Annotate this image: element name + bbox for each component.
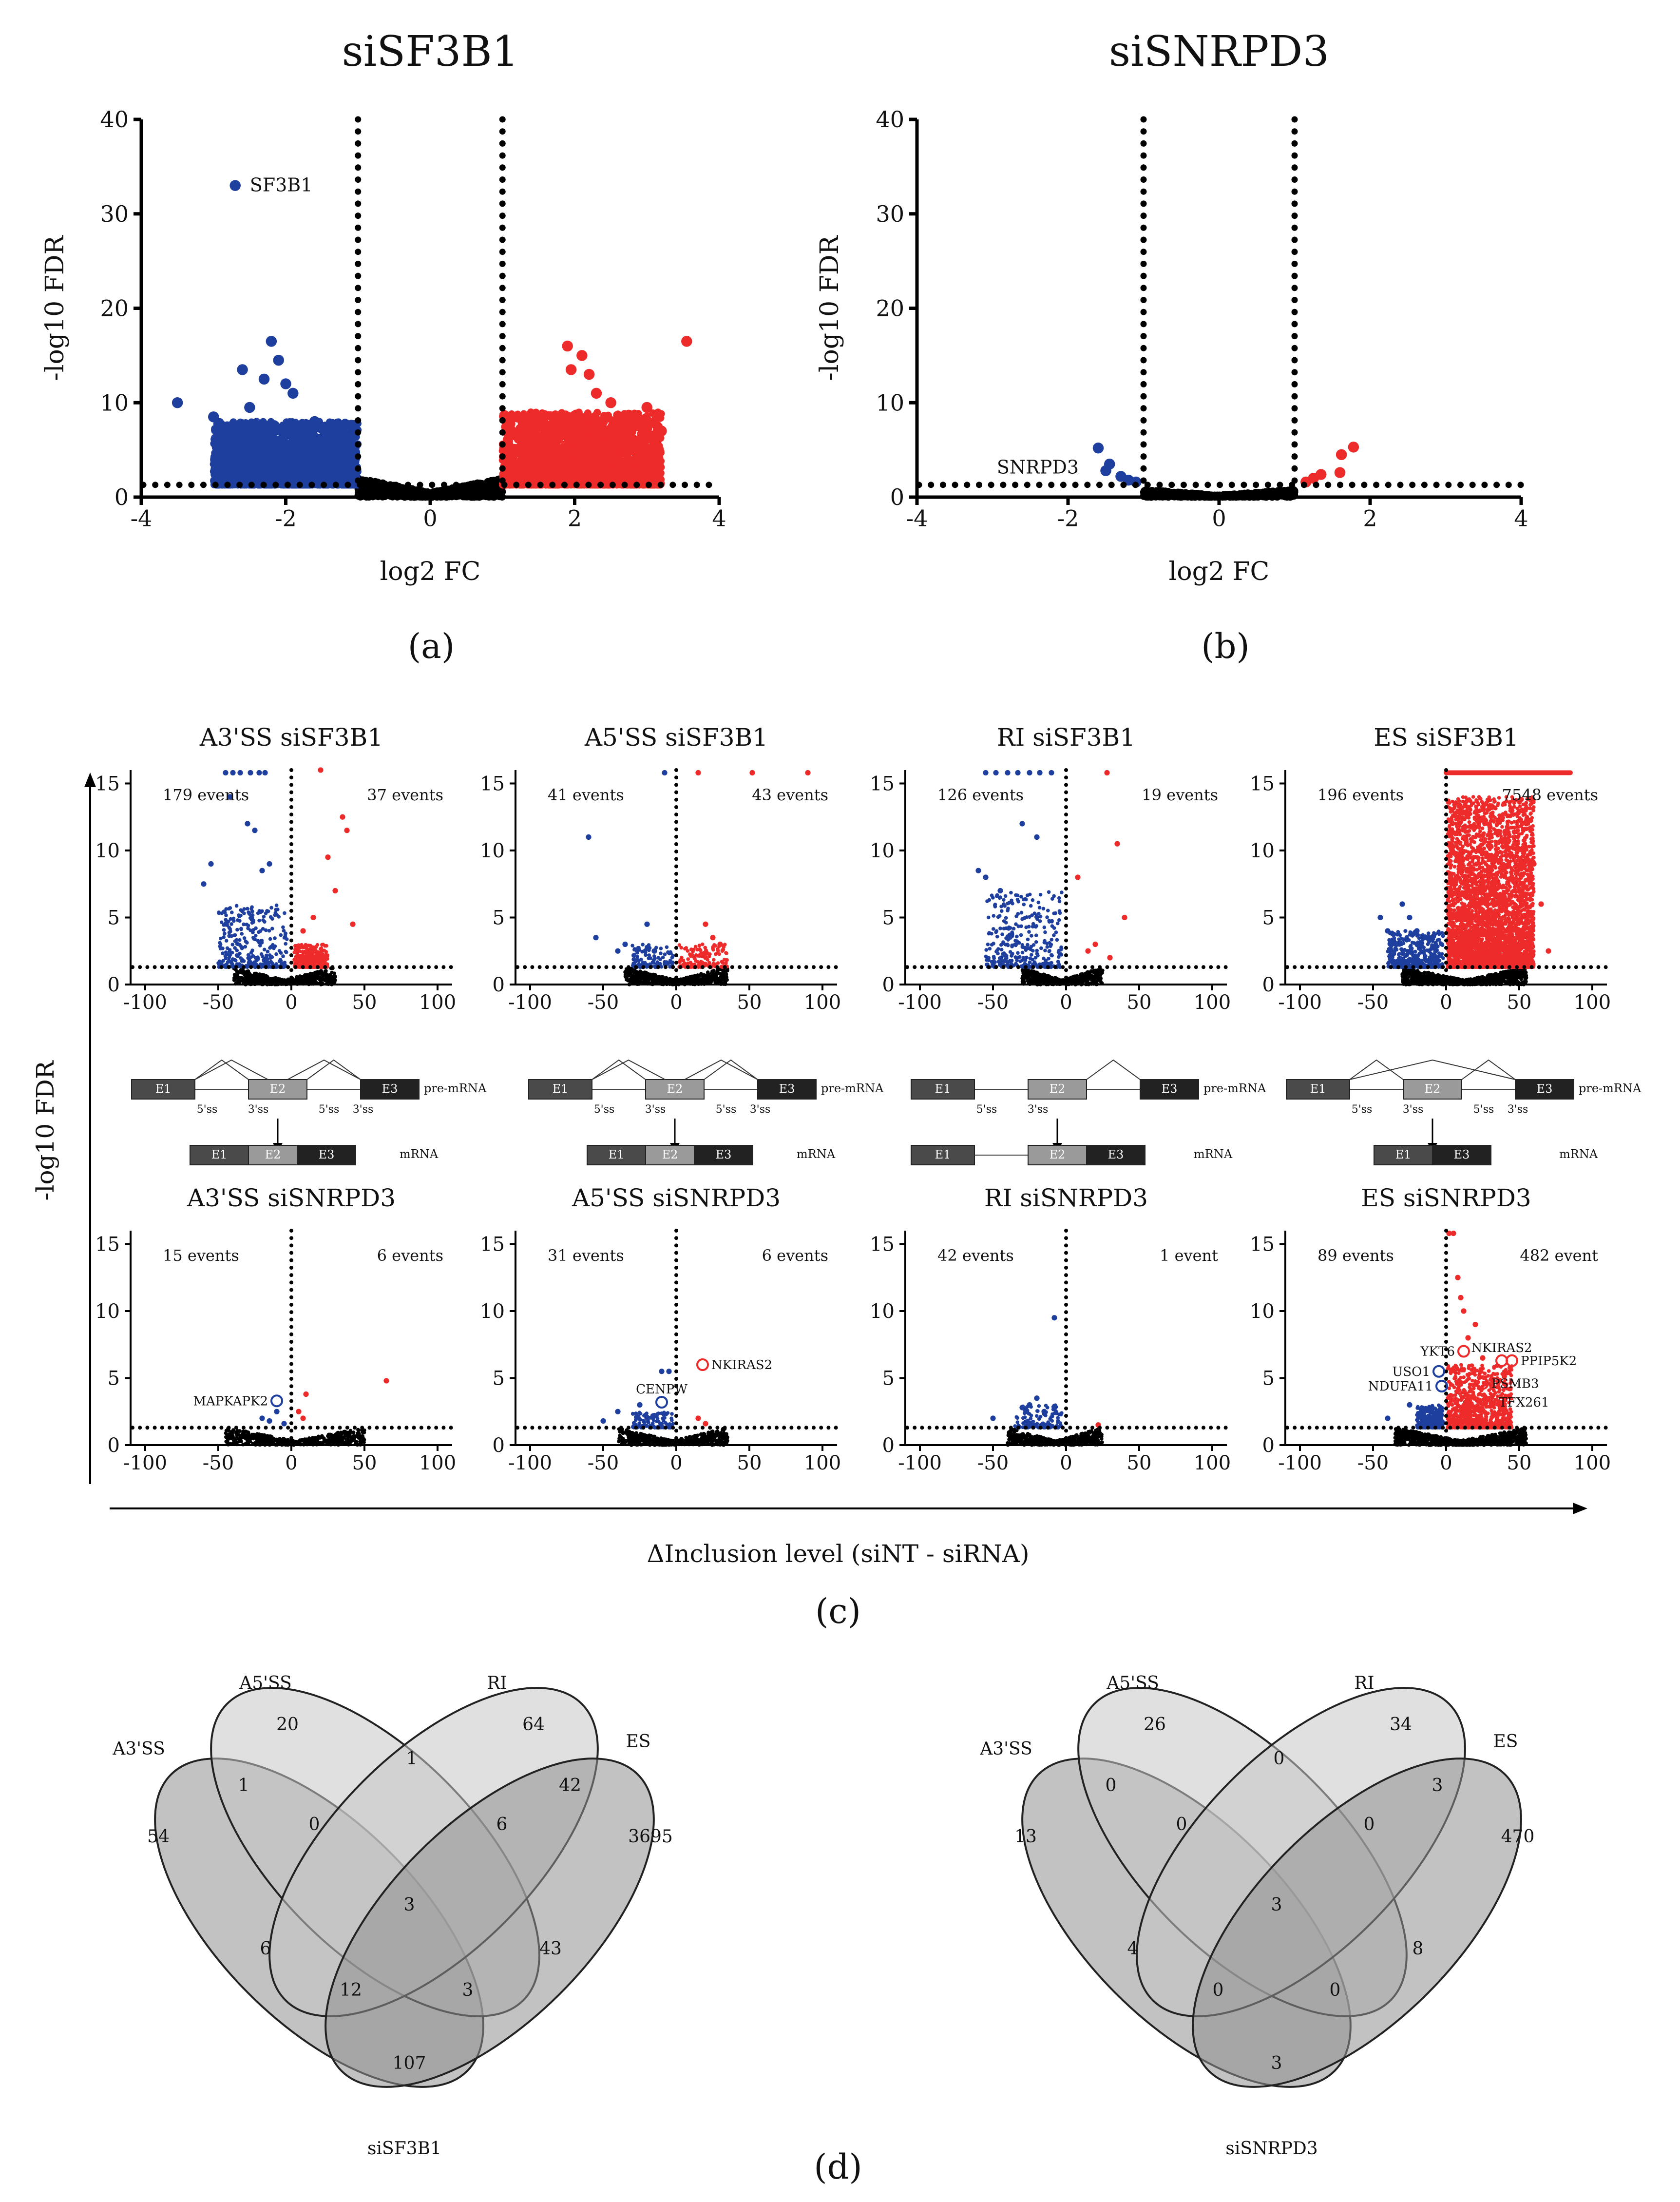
data-point-down — [335, 469, 343, 477]
data-point-down — [248, 433, 256, 441]
data-point-down — [229, 447, 237, 456]
data-point-down — [277, 448, 285, 456]
data-point-down — [210, 440, 218, 447]
data-point-ns — [458, 486, 465, 494]
data-point-down — [305, 472, 312, 480]
data-point-down — [216, 447, 224, 455]
data-point-down — [314, 438, 322, 446]
data-point-ns — [374, 481, 382, 489]
data-point-down — [312, 463, 320, 471]
data-point-down — [234, 422, 242, 430]
data-point-down — [344, 422, 352, 430]
data-point-ns — [452, 486, 460, 495]
data-point-down — [304, 447, 312, 455]
data-point-down — [269, 467, 277, 475]
data-point-down — [241, 480, 249, 488]
data-point-down — [322, 463, 330, 471]
data-point-down — [305, 431, 312, 439]
data-point-ns — [362, 477, 370, 484]
chart-title: siSF3B1 — [342, 27, 519, 76]
data-point-down — [217, 435, 225, 443]
data-point-down — [322, 451, 330, 459]
data-point-down — [212, 465, 220, 473]
data-point-down — [248, 423, 256, 430]
data-point-down — [239, 466, 247, 474]
data-point-ns — [492, 487, 500, 495]
data-point-down — [278, 435, 286, 443]
data-point-down — [276, 457, 284, 465]
data-point-down — [258, 455, 266, 464]
data-point-down — [250, 461, 258, 469]
data-point-down — [227, 440, 234, 448]
data-point-down — [343, 454, 350, 462]
data-point-ns — [407, 487, 415, 495]
data-point-down — [248, 453, 256, 461]
data-point-down — [290, 470, 298, 479]
data-point-down — [259, 423, 267, 431]
data-point-down — [240, 432, 248, 441]
data-point-down — [250, 446, 258, 454]
data-point-down — [254, 469, 262, 477]
data-point-down — [346, 444, 354, 452]
data-point-down — [334, 419, 343, 426]
data-point-ns — [372, 489, 381, 498]
data-point-down — [239, 441, 247, 448]
data-point-down — [332, 448, 341, 456]
data-point-down — [321, 424, 329, 432]
data-point-down — [267, 423, 275, 430]
data-point-down — [284, 421, 292, 428]
data-point-down — [264, 436, 271, 444]
data-point-down — [288, 450, 297, 459]
data-point-down — [241, 452, 248, 460]
data-point-down — [306, 438, 314, 446]
data-point-down — [333, 441, 341, 449]
data-point-down — [285, 457, 292, 464]
data-point-down — [343, 461, 350, 469]
